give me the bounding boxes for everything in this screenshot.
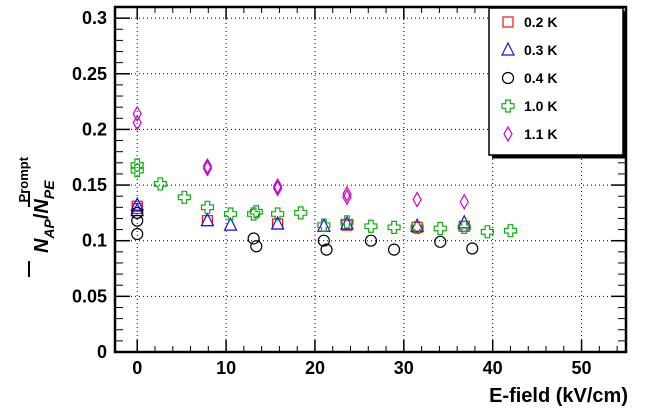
data-point-1-0-k (200, 200, 215, 214)
y-tick-label: 0.3 (82, 8, 107, 28)
data-point-1-0-k (433, 221, 447, 236)
data-point-1-1-k (459, 193, 469, 210)
legend: 0.2 K 0.3 K 0.4 K 1.0 K 1.1 K (488, 7, 627, 159)
data-point-1-1-k (272, 180, 283, 197)
x-tick-label: 50 (572, 358, 592, 378)
data-point-1-0-k (410, 220, 424, 234)
data-point-0-3-k (316, 217, 331, 232)
data-point-0-4-k (131, 214, 144, 227)
data-point-0-4-k (466, 242, 479, 255)
data-point-1-1-k (132, 114, 142, 131)
data-point-0-4-k (131, 206, 144, 219)
data-point-1-0-k (249, 205, 263, 219)
y-tick-label: 0 (97, 342, 107, 362)
y-title-denominator: N (31, 199, 53, 214)
x-axis-title: E-field (kV/cm) (489, 385, 628, 407)
data-point-1-0-k (294, 206, 308, 220)
y-title-numerator-sub: AP (41, 218, 57, 239)
data-point-0-4-k (317, 234, 330, 247)
data-point-0-4-k (250, 240, 263, 253)
data-markers (130, 105, 518, 256)
data-point-1-0-k (317, 218, 331, 232)
tick-labels: 0 10 20 30 40 50 0 0.05 0.1 0.15 0.2 0.25 0.3 (72, 8, 592, 378)
data-point-1-0-k (130, 163, 144, 178)
data-point-1-0-k (271, 207, 285, 221)
y-title-superscript: Prompt (16, 156, 31, 202)
legend-marker-1-0-k (501, 99, 515, 113)
data-point-1-0-k (130, 158, 144, 172)
legend-label-1-0-k: 1.0 K (524, 98, 557, 114)
legend-label-1-1-k: 1.1 K (524, 126, 557, 142)
x-tick-label: 40 (483, 358, 503, 378)
data-point-1-0-k (177, 190, 191, 204)
x-tick-label: 0 (132, 358, 142, 378)
svg-text:NAP/NPEPrompt: NAP/NPEPrompt (16, 156, 57, 253)
legend-marker-0-3-k (501, 41, 515, 56)
data-point-1-0-k (340, 215, 354, 229)
data-point-1-0-k (387, 220, 401, 234)
data-point-1-1-k (342, 185, 352, 203)
x-tick-label: 20 (305, 358, 325, 378)
legend-box (488, 7, 624, 156)
data-point-0-3-k (457, 214, 472, 229)
data-point-1-0-k (457, 220, 471, 234)
y-tick-label: 0.15 (72, 175, 107, 195)
data-point-1-0-k (223, 207, 238, 221)
data-point-1-0-k (480, 225, 494, 239)
data-point-0-3-k (270, 215, 285, 230)
data-point-0-4-k (434, 235, 447, 248)
y-tick-label: 0.05 (72, 286, 107, 306)
y-axis-title: NAP/NPEPrompt (16, 156, 57, 277)
legend-marker-0-2-k (502, 16, 514, 28)
data-point-1-1-k (202, 160, 213, 177)
data-point-0-4-k (364, 234, 378, 247)
data-point-0-3-k (200, 212, 215, 227)
data-point-1-1-k (412, 191, 422, 208)
data-point-0-2-k (411, 221, 423, 233)
data-point-1-1-k (132, 105, 142, 123)
y-tick-label: 0.2 (82, 119, 107, 139)
legend-marker-0-4-k (501, 71, 515, 85)
x-tick-label: 30 (394, 358, 414, 378)
data-point-0-3-k (339, 215, 354, 230)
data-point-1-0-k (503, 224, 518, 238)
plot-frame (113, 5, 628, 354)
data-point-1-1-k (272, 177, 283, 195)
data-point-0-3-k (130, 196, 145, 211)
legend-label-0-3-k: 0.3 K (524, 42, 557, 58)
x-tick-label: 10 (216, 358, 236, 378)
data-point-1-0-k (364, 219, 378, 233)
legend-label-0-2-k: 0.2 K (524, 14, 557, 30)
data-point-1-0-k (247, 207, 261, 221)
data-point-0-2-k (341, 219, 353, 231)
y-tick-label: 0.25 (72, 64, 107, 84)
data-point-0-4-k (247, 232, 260, 245)
y-title-numerator: N (31, 238, 53, 253)
y-title-denominator-sub: PE (41, 180, 57, 199)
data-point-0-4-k (131, 227, 144, 241)
data-point-0-3-k (223, 216, 238, 231)
grid (115, 7, 626, 352)
legend-marker-1-1-k (503, 125, 513, 143)
y-tick-label: 0.1 (82, 231, 107, 251)
data-point-1-1-k (342, 189, 352, 206)
data-point-1-0-k (153, 177, 167, 191)
data-point-1-1-k (202, 157, 213, 175)
y-title-slash: / (31, 213, 53, 219)
legend-label-0-4-k: 0.4 K (524, 70, 557, 86)
data-point-0-4-k (320, 243, 333, 256)
data-point-0-4-k (387, 243, 401, 256)
